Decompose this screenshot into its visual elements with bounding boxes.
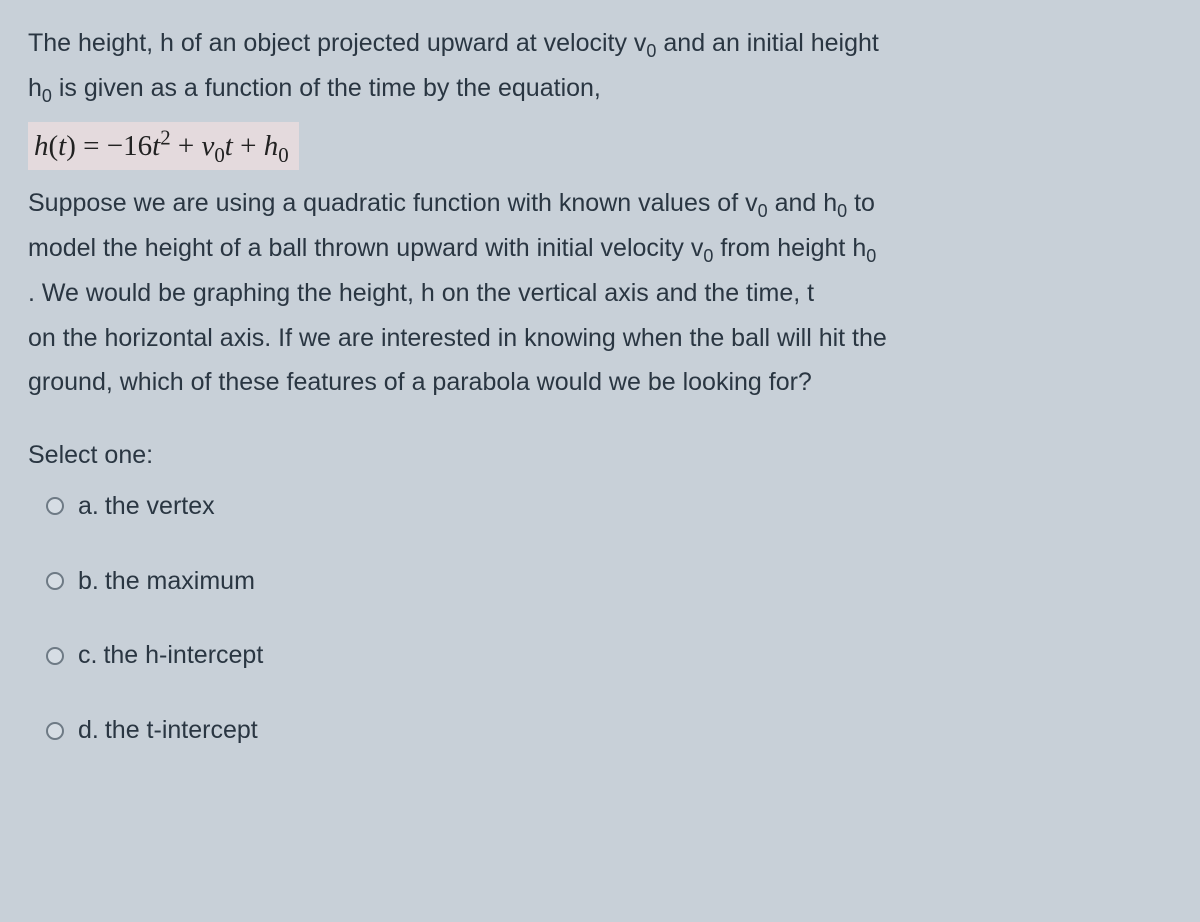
subscript-zero: 0 [646, 41, 656, 61]
option-b[interactable]: b.the maximum [46, 562, 1172, 601]
option-a[interactable]: a.the vertex [46, 487, 1172, 526]
option-text: the t-intercept [105, 716, 258, 744]
option-text: the vertex [105, 492, 215, 520]
body-line-5: ground, which of these features of a par… [28, 363, 1172, 402]
eq-h: h [34, 130, 49, 162]
eq-sub0: 0 [278, 142, 288, 166]
option-text: the h-intercept [103, 641, 263, 669]
eq-neg16: −16 [107, 130, 152, 162]
question-page: The height, h of an object projected upw… [0, 0, 1200, 774]
intro-text: The height, h of an object projected upw… [28, 29, 646, 57]
body-line-4: on the horizontal axis. If we are intere… [28, 319, 1172, 358]
eq-squared: 2 [160, 125, 170, 149]
body-text: model the height of a ball thrown upward… [28, 234, 703, 262]
eq-equals: = [76, 130, 107, 162]
intro-line-2: h0 is given as a function of the time by… [28, 69, 1172, 108]
option-text: the maximum [105, 567, 255, 595]
body-text: and h [768, 189, 838, 217]
body-line-3: . We would be graphing the height, h on … [28, 274, 1172, 313]
subscript-zero: 0 [837, 201, 847, 221]
option-letter: c. [78, 641, 97, 669]
options-group: a.the vertex b.the maximum c.the h-inter… [28, 487, 1172, 750]
option-d-radio[interactable] [46, 722, 64, 740]
body-text: Suppose we are using a quadratic functio… [28, 189, 758, 217]
eq-plus: + [233, 130, 264, 162]
option-d[interactable]: d.the t-intercept [46, 711, 1172, 750]
option-letter: a. [78, 492, 99, 520]
eq-paren-open: ( [49, 130, 59, 162]
subscript-zero: 0 [42, 86, 52, 106]
subscript-zero: 0 [866, 246, 876, 266]
option-b-label: b.the maximum [78, 562, 255, 601]
subscript-zero: 0 [703, 246, 713, 266]
option-a-radio[interactable] [46, 497, 64, 515]
body-text: to [847, 189, 875, 217]
option-letter: d. [78, 716, 99, 744]
eq-sub0: 0 [214, 142, 224, 166]
eq-paren-close: ) [66, 130, 76, 162]
option-c-radio[interactable] [46, 647, 64, 665]
eq-t: t [152, 130, 160, 162]
intro-text: and an initial height [656, 29, 878, 57]
body-line-2: model the height of a ball thrown upward… [28, 229, 1172, 268]
intro-text: is given as a function of the time by th… [52, 74, 601, 102]
body-line-1: Suppose we are using a quadratic functio… [28, 184, 1172, 223]
option-b-radio[interactable] [46, 572, 64, 590]
body-text: from height h [713, 234, 866, 262]
option-letter: b. [78, 567, 99, 595]
option-a-label: a.the vertex [78, 487, 215, 526]
eq-v: v [201, 130, 214, 162]
intro-text: h [28, 74, 42, 102]
option-c[interactable]: c.the h-intercept [46, 636, 1172, 675]
height-equation: h(t) = −16t2 + v0t + h0 [28, 122, 299, 171]
select-one-label: Select one: [28, 436, 1172, 475]
intro-line-1: The height, h of an object projected upw… [28, 24, 1172, 63]
eq-t: t [225, 130, 233, 162]
eq-h: h [264, 130, 279, 162]
eq-plus: + [171, 130, 202, 162]
subscript-zero: 0 [758, 201, 768, 221]
option-d-label: d.the t-intercept [78, 711, 258, 750]
option-c-label: c.the h-intercept [78, 636, 263, 675]
